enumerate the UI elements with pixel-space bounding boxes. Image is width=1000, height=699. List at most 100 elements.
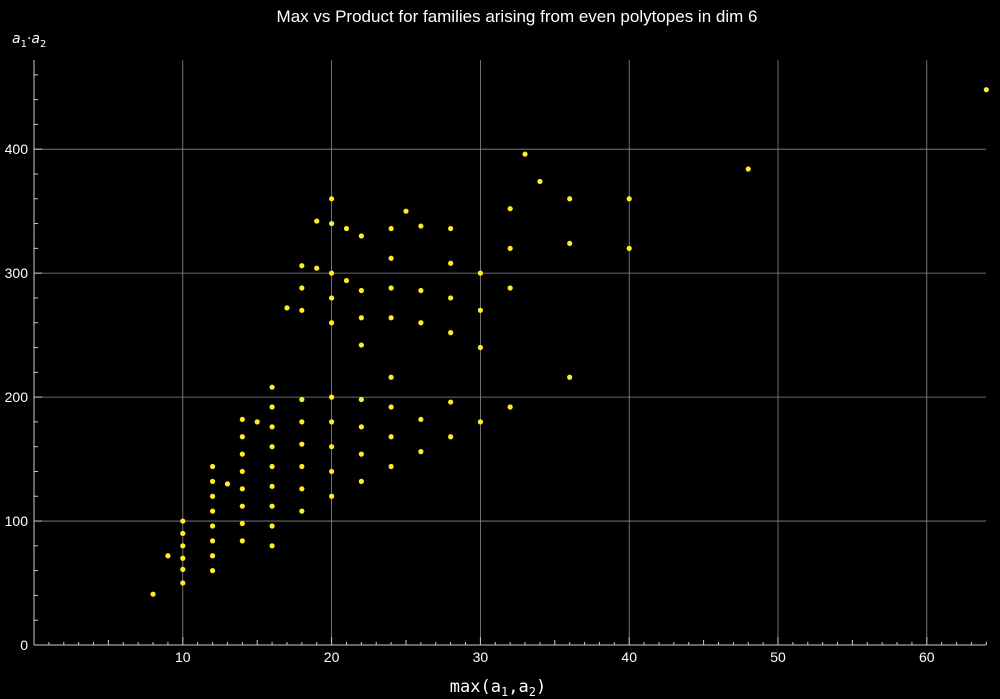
data-point-58 <box>343 277 350 284</box>
x-tick-label-60: 60 <box>919 649 935 665</box>
data-point-102 <box>745 166 751 172</box>
data-point-71 <box>388 315 394 321</box>
data-point-86 <box>448 225 454 232</box>
data-point-16 <box>224 481 231 487</box>
x-axis-label-sub2: 2 <box>529 685 536 699</box>
data-point-90 <box>477 270 483 276</box>
data-point-11 <box>209 523 216 529</box>
data-point-30 <box>269 463 275 470</box>
data-point-93 <box>507 245 513 251</box>
data-point-95 <box>522 151 528 157</box>
x-axis-label-func: max <box>450 677 481 697</box>
data-point-94 <box>507 206 513 212</box>
data-point-28 <box>269 503 275 509</box>
data-point-5 <box>180 543 186 549</box>
data-point-80 <box>418 223 424 229</box>
x-axis-label-close-paren: ) <box>536 677 546 697</box>
data-point-64 <box>358 315 364 321</box>
data-point-61 <box>358 424 364 430</box>
chart-title: Max vs Product for families arising from… <box>277 7 758 26</box>
x-axis-label: max(a1,a2) <box>450 677 546 699</box>
data-point-69 <box>388 404 394 410</box>
data-point-25 <box>254 419 260 425</box>
data-point-12 <box>209 508 216 514</box>
data-point-65 <box>358 287 364 294</box>
data-point-66 <box>358 233 364 239</box>
data-point-33 <box>269 404 275 410</box>
data-point-83 <box>448 330 454 336</box>
data-point-73 <box>388 255 394 261</box>
x-axis-label-var1: a <box>491 677 501 697</box>
data-point-37 <box>299 486 305 492</box>
data-point-68 <box>388 434 394 440</box>
data-point-55 <box>329 220 335 227</box>
data-point-4 <box>180 555 186 561</box>
y-tick-label-200: 200 <box>5 389 29 405</box>
data-point-103 <box>983 87 989 93</box>
data-point-34 <box>269 384 275 390</box>
data-point-15 <box>209 463 216 470</box>
data-point-87 <box>477 419 483 425</box>
data-point-54 <box>329 270 335 276</box>
y-axis-label: a1·a2 <box>12 31 46 50</box>
data-point-98 <box>567 240 573 247</box>
data-point-62 <box>358 396 364 403</box>
x-tick-label-20: 20 <box>324 649 340 665</box>
data-point-17 <box>239 538 245 544</box>
data-point-8 <box>209 568 216 574</box>
data-point-96 <box>537 178 543 185</box>
data-point-9 <box>209 553 216 559</box>
data-point-101 <box>626 196 632 202</box>
data-point-77 <box>418 416 424 423</box>
y-tick-label-400: 400 <box>5 141 29 157</box>
y-axis-label-var1: a <box>12 31 21 47</box>
y-tick-label-300: 300 <box>5 265 29 281</box>
y-axis-label-var2: a <box>31 31 40 47</box>
x-tick-label-50: 50 <box>770 649 786 665</box>
data-point-32 <box>269 424 275 430</box>
data-point-51 <box>329 394 335 400</box>
data-point-36 <box>299 508 305 514</box>
data-point-92 <box>507 285 513 291</box>
x-axis-label-open-paren: ( <box>481 677 491 697</box>
data-point-67 <box>388 463 394 470</box>
data-point-10 <box>209 538 216 544</box>
y-tick-label-0: 0 <box>20 637 28 653</box>
y-axis-label-dot: · <box>27 31 31 47</box>
data-point-31 <box>269 444 275 450</box>
data-point-60 <box>358 451 364 457</box>
data-point-35 <box>284 305 290 311</box>
data-point-24 <box>239 416 245 423</box>
data-point-59 <box>358 478 364 484</box>
data-point-52 <box>329 320 335 326</box>
data-point-2 <box>180 580 186 586</box>
x-tick-label-10: 10 <box>175 649 191 665</box>
data-point-75 <box>403 208 409 214</box>
data-point-48 <box>329 468 335 475</box>
data-point-81 <box>448 434 454 440</box>
data-point-74 <box>388 225 394 232</box>
data-point-97 <box>567 374 573 380</box>
data-point-39 <box>299 441 305 447</box>
data-point-70 <box>388 374 394 380</box>
data-point-50 <box>329 419 335 425</box>
data-point-21 <box>239 468 245 475</box>
data-point-41 <box>299 396 305 403</box>
x-axis-label-comma: , <box>508 677 518 697</box>
data-point-78 <box>418 320 424 326</box>
data-point-0 <box>150 591 156 597</box>
axes: 10 20 30 40 50 60 0 100 200 300 400 <box>5 60 987 665</box>
data-point-38 <box>299 463 305 470</box>
data-point-85 <box>448 260 454 266</box>
data-point-6 <box>180 530 186 537</box>
data-point-13 <box>209 493 216 499</box>
y-tick-label-100: 100 <box>5 513 29 529</box>
data-point-84 <box>448 295 454 301</box>
data-point-89 <box>477 307 483 313</box>
data-point-56 <box>329 196 335 202</box>
data-point-26 <box>269 543 275 549</box>
data-point-22 <box>239 451 245 457</box>
data-point-42 <box>299 307 305 313</box>
data-point-7 <box>180 518 186 524</box>
